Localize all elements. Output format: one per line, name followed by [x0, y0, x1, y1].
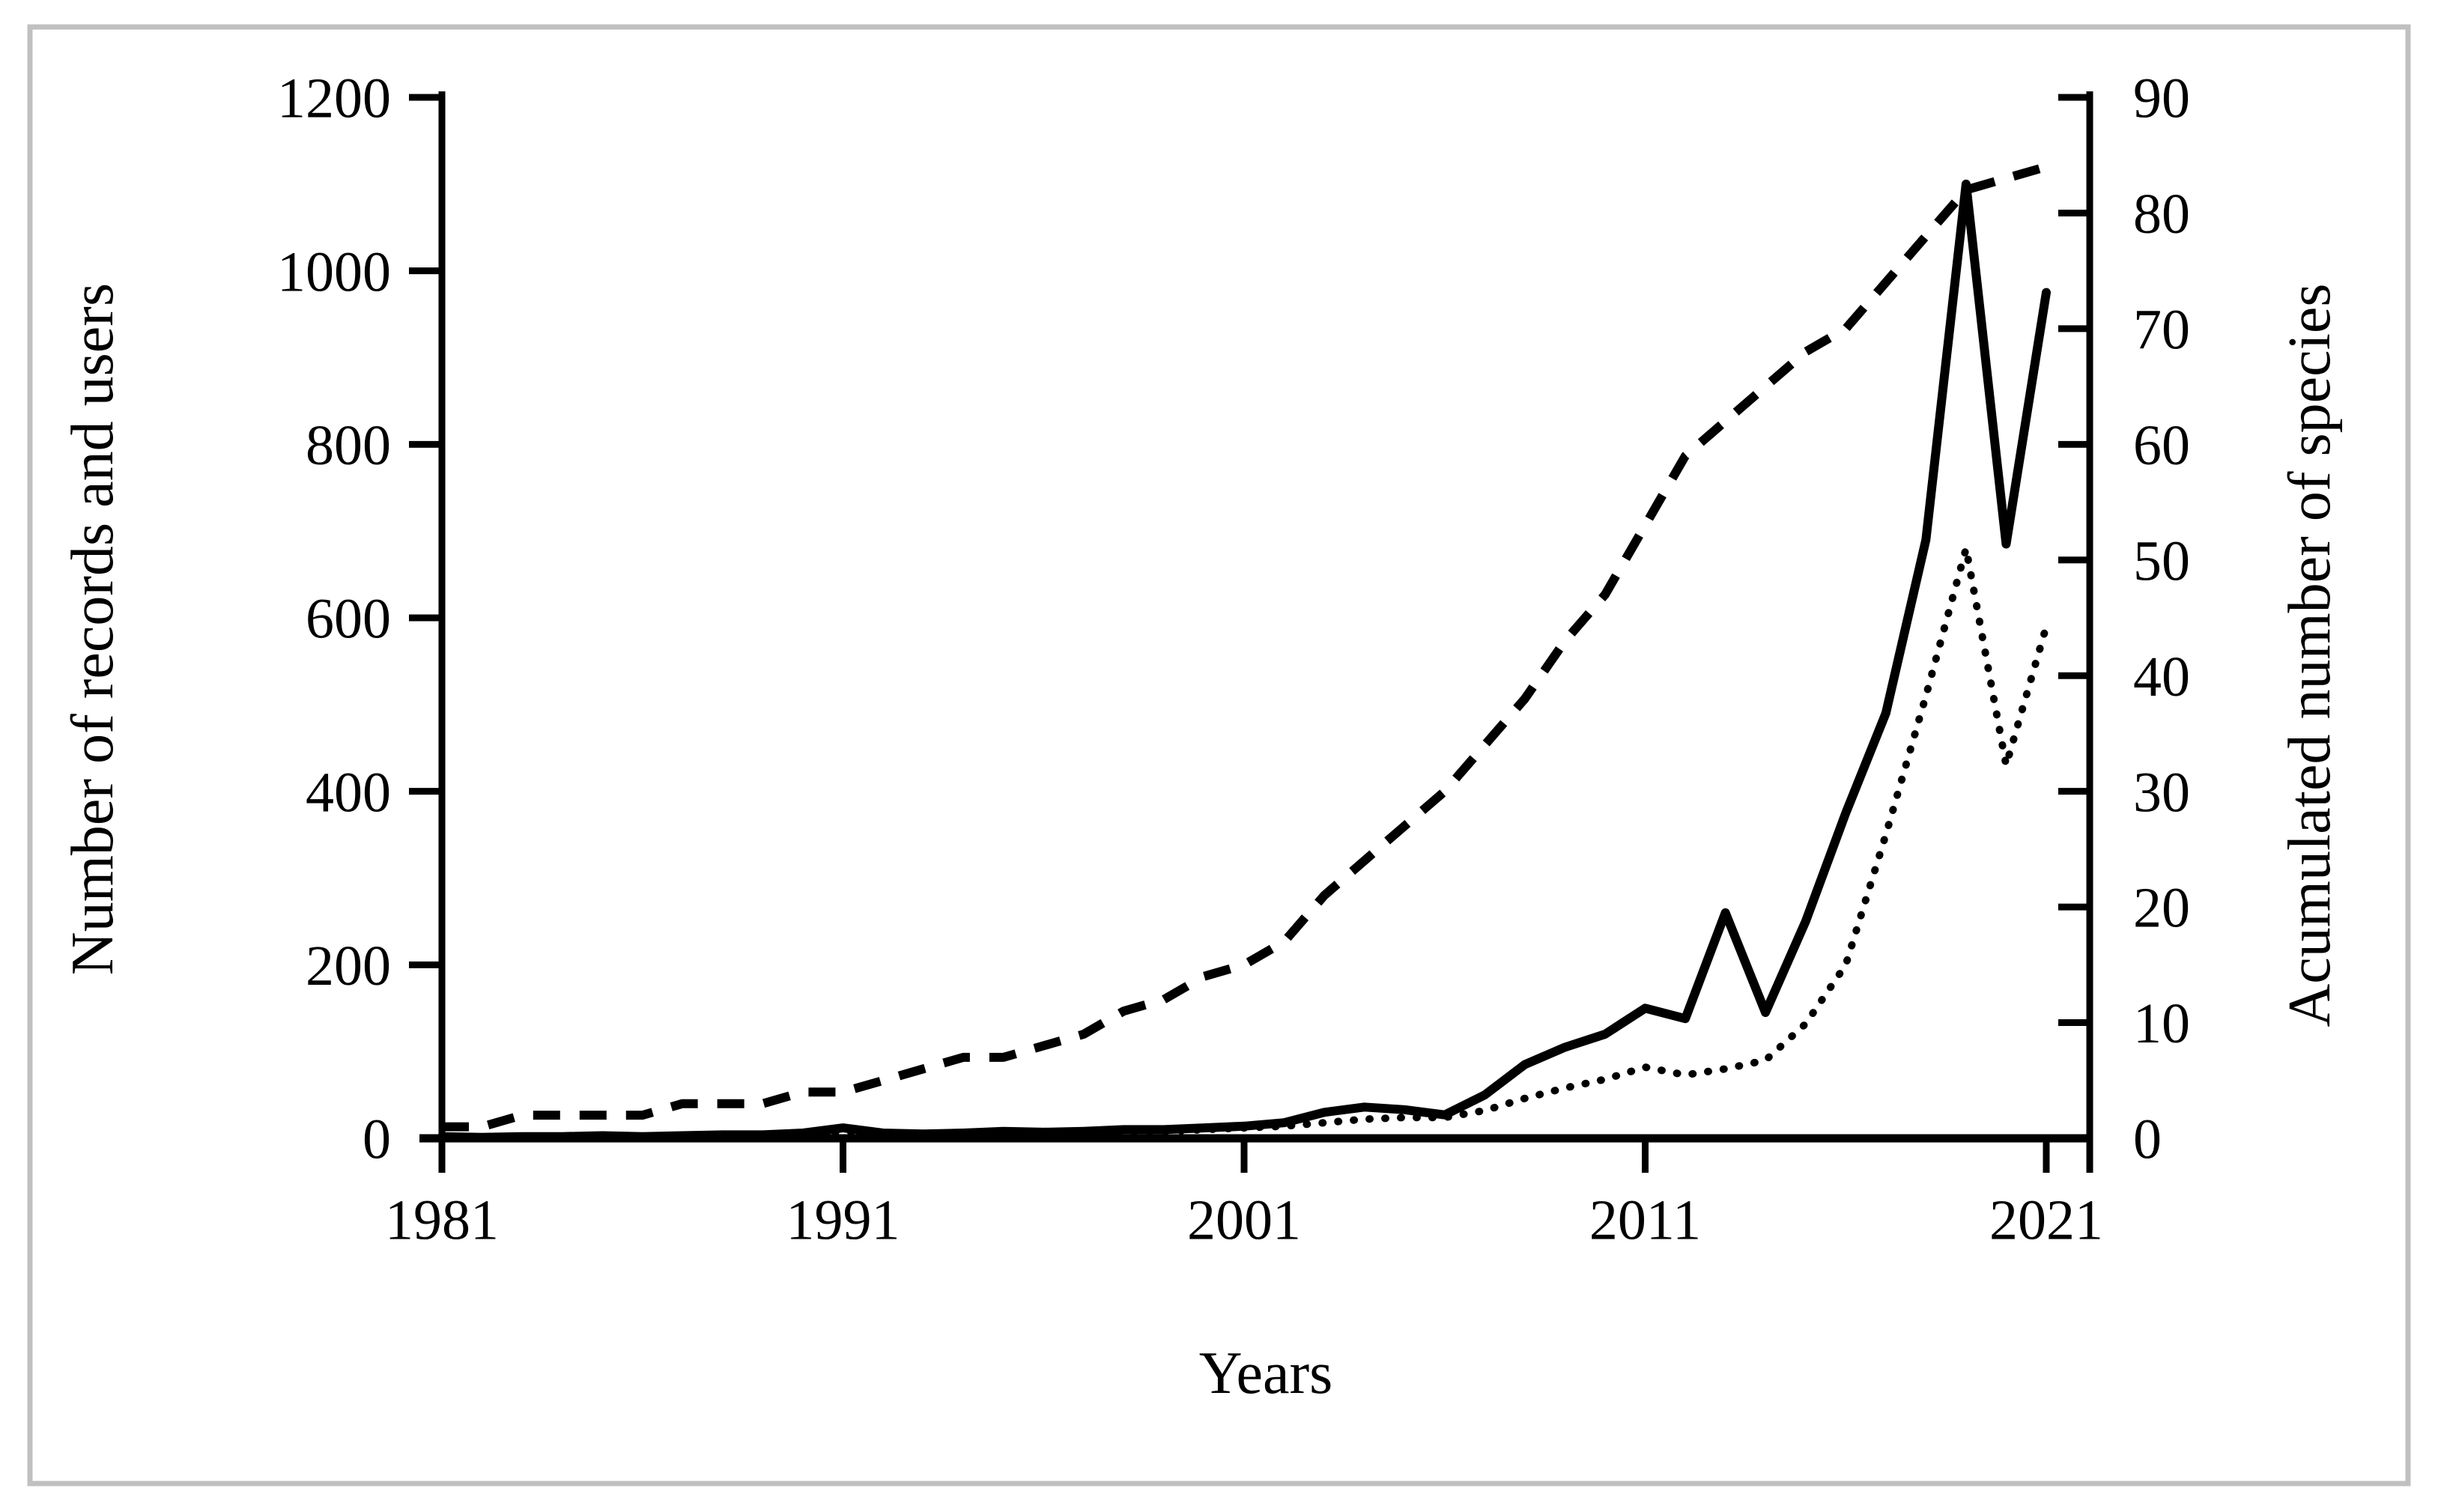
- left-axis-tick-label: 200: [306, 935, 391, 998]
- right-axis-tick-label: 0: [2133, 1108, 2162, 1171]
- right-axis-tick-label: 50: [2133, 529, 2190, 592]
- left-y-axis-title: Number of records and users: [60, 283, 126, 975]
- right-axis-tick-label: 10: [2133, 992, 2190, 1055]
- series-accumulated-species-line: [442, 162, 2048, 1132]
- right-axis-tick-label: 60: [2133, 414, 2190, 477]
- right-axis-tick-label: 20: [2133, 877, 2190, 940]
- left-axis-tick-label: 400: [306, 761, 391, 824]
- right-axis-tick-label: 90: [2133, 67, 2190, 130]
- right-axis-tick-label: 70: [2133, 298, 2190, 361]
- axes: [409, 91, 2093, 1173]
- x-axis-tick-label: 2021: [1989, 1189, 2103, 1252]
- right-axis-tick-label: 40: [2133, 646, 2190, 708]
- left-axis-tick-label: 1200: [277, 67, 391, 130]
- x-axis-tick-label: 2011: [1589, 1189, 1701, 1252]
- right-y-axis-title: Acumulated number of species: [2277, 283, 2343, 1027]
- right-axis-tick-label: 80: [2133, 183, 2190, 246]
- left-axis-tick-label: 1000: [277, 240, 391, 303]
- left-axis-tick-label: 0: [363, 1108, 391, 1171]
- left-axis-tick-label: 800: [306, 414, 391, 477]
- right-axis-tick-label: 30: [2133, 761, 2190, 824]
- x-axis-tick-label: 1991: [786, 1189, 900, 1252]
- x-axis-tick-label: 2001: [1187, 1189, 1301, 1252]
- x-axis-title: Years: [1199, 1341, 1333, 1406]
- left-axis-tick-label: 600: [306, 588, 391, 651]
- tick-labels: 0 200 400 600 800 1000 1200 0 10 20 30 40 50 60 70 80 90…: [277, 67, 2190, 1252]
- series-records-line: [437, 179, 2051, 1142]
- plot-series: [437, 162, 2051, 1142]
- x-axis-tick-label: 1981: [385, 1189, 499, 1252]
- figure-border: [27, 24, 2411, 1487]
- series-users-line: [438, 544, 2050, 1141]
